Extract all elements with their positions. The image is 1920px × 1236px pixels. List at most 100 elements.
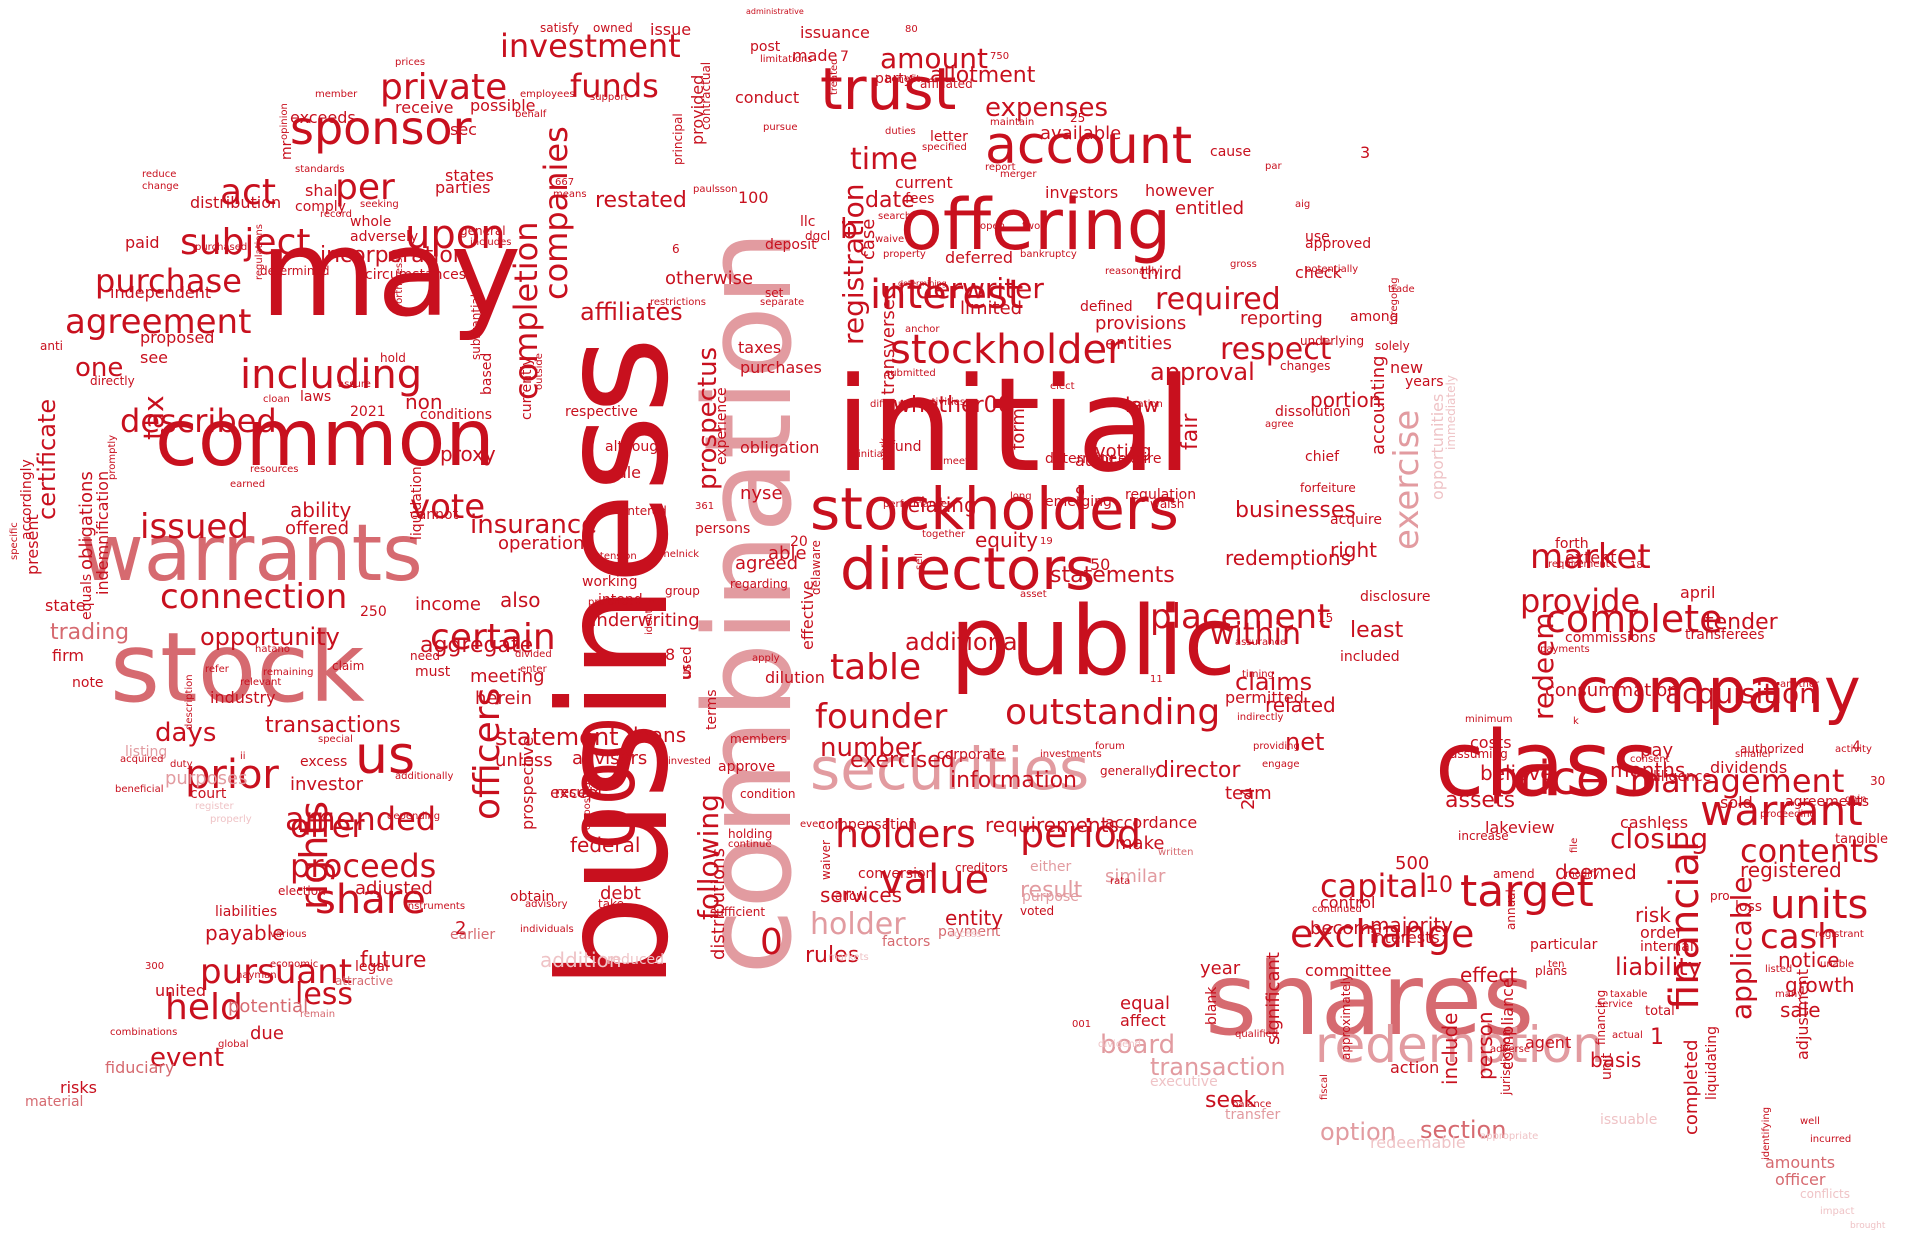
- cloud-word-loss: loss: [1735, 899, 1763, 915]
- cloud-word-letter: letter: [930, 129, 968, 145]
- cloud-word-walsh: walsh: [1150, 497, 1185, 511]
- cloud-word-condition: condition: [740, 787, 796, 801]
- cloud-word-listed: listed: [1765, 964, 1793, 975]
- cloud-word-dividends: dividends: [1710, 758, 1788, 777]
- cloud-word-deposit: deposit: [765, 237, 817, 253]
- cloud-word-behalf: behalf: [515, 109, 547, 120]
- cloud-word-united: united: [155, 981, 206, 1000]
- cloud-word-agreement: agreement: [65, 302, 252, 342]
- cloud-word-connection: connection: [160, 577, 348, 617]
- cloud-number-24: 24: [1238, 787, 1259, 810]
- cloud-word-activity: activity: [1835, 744, 1872, 755]
- cloud-word-dilution: dilution: [765, 668, 825, 687]
- cloud-word-paid: paid: [125, 233, 160, 252]
- cloud-word-committee: committee: [1305, 961, 1392, 980]
- cloud-word-target: target: [1460, 866, 1594, 917]
- cloud-word-affiliates: affiliates: [580, 298, 683, 326]
- cloud-word-even: even: [800, 819, 825, 830]
- cloud-word-sufficient: sufficient: [710, 905, 766, 919]
- cloud-word-debt: debt: [600, 883, 641, 904]
- cloud-word-redemptions: redemptions: [1225, 546, 1351, 570]
- cloud-word-total: total: [1645, 1004, 1675, 1019]
- cloud-word-attractive: attractive: [335, 974, 394, 988]
- cloud-word-law: law: [1125, 393, 1160, 417]
- cloud-word-state: state: [45, 596, 86, 615]
- cloud-word-assuming: assuming: [1450, 747, 1508, 761]
- cloud-word-continue: continue: [728, 839, 772, 850]
- cloud-word-benefit: benefit: [885, 74, 921, 85]
- cloud-word-regarding: regarding: [730, 577, 788, 591]
- cloud-number-1: 1: [1650, 1025, 1664, 1050]
- cloud-word-directly: directly: [90, 374, 135, 388]
- cloud-word-submitted: submitted: [885, 368, 936, 379]
- cloud-word-transfer: transfer: [1225, 1107, 1281, 1123]
- cloud-word-founder: founder: [815, 697, 948, 737]
- cloud-word-pursue: pursue: [763, 122, 798, 133]
- cloud-word-earned: earned: [230, 479, 266, 490]
- cloud-word-conditions: conditions: [420, 407, 493, 423]
- cloud-word-assets: assets: [1445, 788, 1516, 813]
- cloud-word-relevant: relevant: [240, 677, 282, 688]
- cloud-word-years: years: [1405, 374, 1444, 390]
- cloud-word-private: private: [380, 67, 508, 108]
- cloud-word-us: us: [355, 726, 416, 786]
- cloud-word-timing: timing: [1242, 669, 1274, 680]
- cloud-number-4: 4: [1852, 739, 1861, 755]
- cloud-word-invested: invested: [668, 756, 711, 767]
- cloud-word-change: change: [142, 181, 179, 192]
- cloud-word-completed: completed: [1681, 1039, 1702, 1135]
- cloud-word-conversion: conversion: [858, 866, 935, 882]
- cloud-word-include: include: [1438, 1012, 1462, 1085]
- cloud-word-providing: providing: [1253, 741, 1300, 752]
- cloud-word-opportunities: opportunities: [1428, 393, 1447, 500]
- cloud-word-adversely: adversely: [350, 229, 419, 245]
- cloud-word-consent: consent: [1630, 754, 1670, 765]
- cloud-word-price: price: [1490, 751, 1605, 805]
- cloud-word-appropriate: appropriate: [1480, 1131, 1539, 1142]
- cloud-word-continued: continued: [1312, 904, 1362, 915]
- cloud-word-net: net: [1285, 728, 1325, 756]
- cloud-word-registrant: registrant: [1815, 929, 1864, 940]
- cloud-word-purposes: purposes: [165, 768, 248, 789]
- cloud-word-outside: outside: [534, 353, 545, 390]
- cloud-word-transferees: transferees: [1685, 627, 1765, 643]
- cloud-word-trading: trading: [50, 620, 130, 645]
- cloud-word-amounts: amounts: [1765, 1153, 1836, 1172]
- cloud-word-post: post: [750, 39, 781, 55]
- cloud-word-period: period: [1020, 812, 1142, 856]
- cloud-number-11: 11: [1150, 674, 1163, 685]
- cloud-number-3: 3: [1360, 143, 1371, 162]
- cloud-word-outstanding: outstanding: [1005, 692, 1221, 733]
- cloud-word-voted: voted: [1020, 904, 1055, 918]
- cloud-word-acquire: acquire: [1330, 512, 1382, 528]
- cloud-word-stockholders: stockholders: [810, 475, 1179, 543]
- cloud-word-satisfy: satisfy: [540, 21, 580, 35]
- cloud-word-future: future: [360, 948, 427, 973]
- cloud-word-worthiness: worthiness: [394, 257, 405, 312]
- cloud-word-restrictions: restrictions: [650, 297, 706, 308]
- cloud-word-set: set: [765, 286, 784, 300]
- cloud-word-purchased: purchased: [195, 242, 248, 253]
- cloud-number-001: 001: [1072, 1019, 1092, 1030]
- cloud-word-separate: separate: [760, 297, 805, 308]
- cloud-word-assurance: assurance: [1235, 637, 1287, 648]
- cloud-word-cannot: cannot: [410, 507, 459, 523]
- cloud-word-distribution: distribution: [190, 193, 282, 212]
- cloud-word-divided: divided: [515, 649, 552, 660]
- cloud-word-depending: depending: [387, 811, 441, 822]
- cloud-word-opinion: opinion: [279, 103, 290, 140]
- cloud-word-trust: trust: [820, 55, 957, 123]
- cloud-word-holder: holder: [810, 907, 906, 942]
- cloud-word-audit: audit: [1075, 451, 1116, 470]
- cloud-word-reduced: reduced: [607, 952, 665, 968]
- cloud-word-check: check: [1295, 263, 1342, 282]
- cloud-word-general: general: [460, 224, 506, 238]
- cloud-word-approximately: approximately: [1339, 973, 1353, 1060]
- cloud-word-current: current: [895, 173, 953, 192]
- cloud-word-advisory: advisory: [525, 899, 568, 910]
- cloud-word-certificate: certificate: [33, 398, 61, 520]
- cloud-word-seeking: seeking: [360, 199, 399, 210]
- cloud-word-registered: registered: [1740, 858, 1842, 882]
- cloud-word-insurance: insurance: [470, 510, 598, 540]
- cloud-word-initially: initially: [858, 449, 895, 460]
